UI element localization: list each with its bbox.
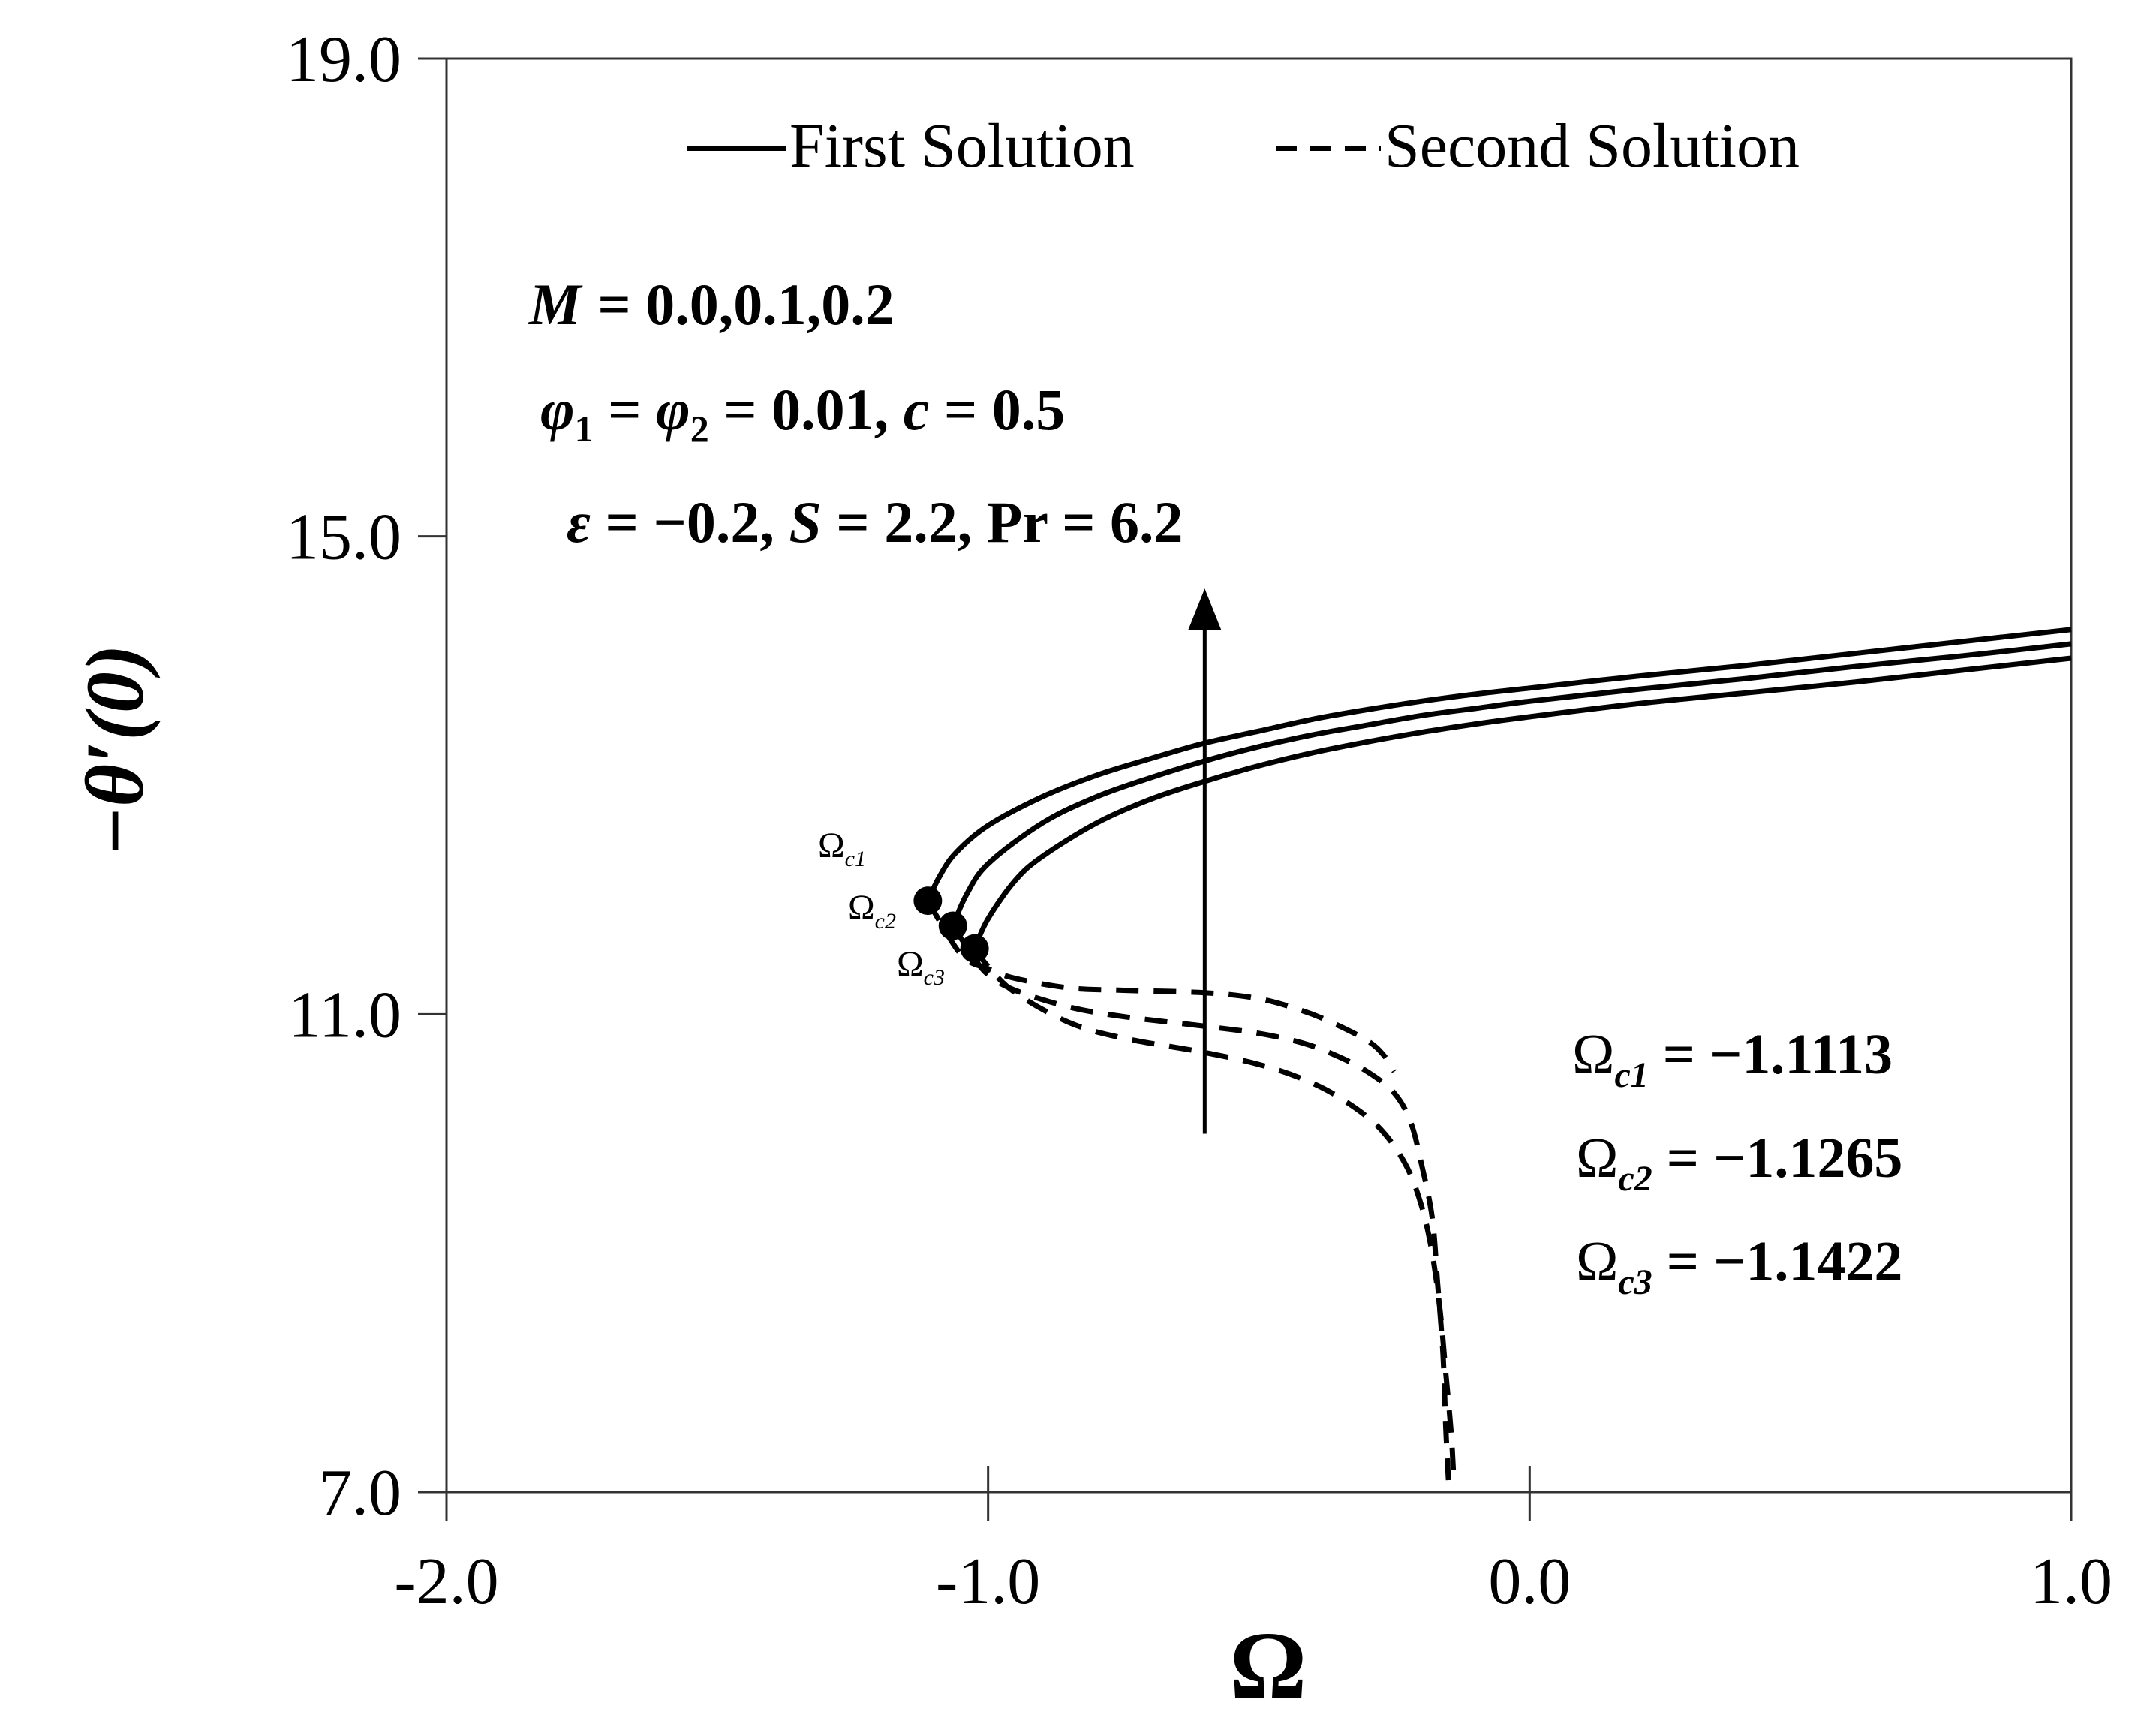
critical-value-2: Ωc2 = −1.1265 bbox=[1576, 1127, 1902, 1199]
critical-point-label-1: Ωc1 bbox=[818, 826, 866, 871]
y-tick-label: 7.0 bbox=[319, 1457, 401, 1530]
y-axis: 7.0 11.0 15.0 19.0 bbox=[286, 23, 447, 1530]
legend-second-solution: Second Solution bbox=[1385, 111, 1800, 181]
x-tick-label: -2.0 bbox=[394, 1545, 498, 1618]
critical-point-3 bbox=[960, 934, 989, 963]
first-solution-line-1 bbox=[925, 627, 2072, 902]
critical-value-1: Ωc1 = −1.1113 bbox=[1572, 1023, 1893, 1095]
y-axis-label: −θ′(0) bbox=[69, 645, 161, 857]
x-axis: -2.0 -1.0 0.0 1.0 bbox=[394, 1466, 2112, 1618]
arrow-head bbox=[1188, 588, 1222, 630]
critical-points bbox=[913, 886, 989, 963]
critical-point-label-2: Ωc2 bbox=[848, 888, 896, 934]
first-solution-line-3 bbox=[972, 655, 2072, 950]
legend: First Solution Second Solution bbox=[687, 111, 1800, 181]
critical-point-1 bbox=[913, 886, 943, 916]
parameter-annotation: M = 0.0,0.1,0.2 φ1 = φ2 = 0.01, c = 0.5 ε… bbox=[528, 272, 1183, 555]
param-line-1: M = 0.0,0.1,0.2 bbox=[528, 272, 895, 337]
first-solution-line-2 bbox=[950, 641, 2072, 927]
critical-value-3: Ωc3 = −1.1422 bbox=[1576, 1230, 1902, 1302]
param-line-2: φ1 = φ2 = 0.01, c = 0.5 bbox=[540, 377, 1065, 450]
critical-point-2 bbox=[938, 911, 967, 940]
x-tick-label: 0.0 bbox=[1488, 1545, 1571, 1618]
plot-frame bbox=[445, 57, 2073, 1494]
param-line-3: ε = −0.2, S = 2.2, Pr = 6.2 bbox=[567, 489, 1183, 555]
legend-first-solution: First Solution bbox=[789, 111, 1135, 181]
y-tick-label: 19.0 bbox=[286, 23, 401, 96]
second-solution-line-1 bbox=[925, 899, 1397, 1073]
x-tick-label: -1.0 bbox=[936, 1545, 1040, 1618]
x-tick-label: 1.0 bbox=[2030, 1545, 2112, 1618]
critical-point-label-3: Ωc3 bbox=[897, 944, 945, 990]
direction-arrow bbox=[1188, 588, 1222, 1134]
second-solution-line-2 bbox=[950, 924, 1451, 1481]
critical-values: Ωc1 = −1.1113 Ωc2 = −1.1265 Ωc3 = −1.142… bbox=[1572, 1023, 1902, 1302]
y-tick-label: 11.0 bbox=[288, 979, 401, 1052]
y-tick-label: 15.0 bbox=[286, 501, 401, 574]
series-group bbox=[925, 627, 2072, 1481]
x-axis-label: Ω bbox=[1230, 1612, 1307, 1719]
critical-point-labels: Ωc1 Ωc2 Ωc3 bbox=[818, 826, 945, 990]
